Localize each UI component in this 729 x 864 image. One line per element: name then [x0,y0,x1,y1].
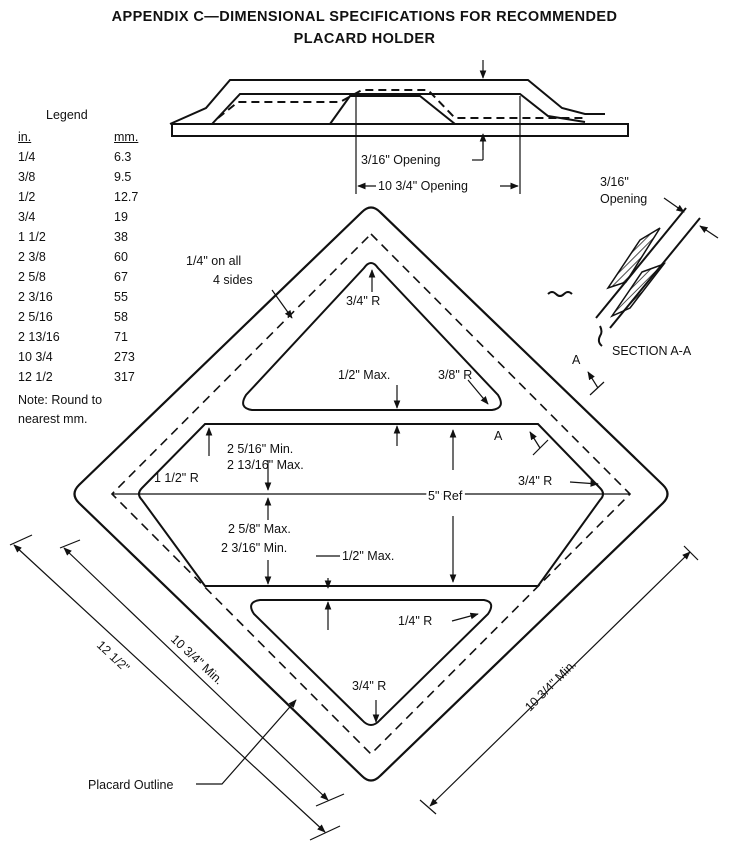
legend-mm-value: 71 [114,330,128,344]
section-opening-line-1: 3/16" [600,175,629,189]
legend-title: Legend [46,108,88,122]
section-dimension-lines [663,197,719,239]
dimension-12-5-label: 12 1/2" [94,638,132,675]
dimension-10-75-min-left-label: 10 3/4" Min. [168,632,226,687]
title-line-2: PLACARD HOLDER [293,31,436,47]
legend-header-in: in. [18,130,32,144]
base-plate [171,123,629,137]
legend-in-value: 2 3/16 [18,290,53,304]
legend-in-value: 1/2 [18,190,36,204]
legend-in-value: 2 5/16 [18,310,53,324]
radius-1-5-label: 1 1/2" R [154,471,199,485]
top-opening-label: 3/16" Opening [361,153,441,167]
outer-frame-profile [169,79,605,125]
legend-in-value: 2 13/16 [18,330,60,344]
dimension-10-75-min-right-label: 10 3/4" Min. [522,657,579,714]
legend-row: 12 1/2 317 [18,370,158,388]
legend-mm-value: 12.7 [114,190,139,204]
legend-in-value: 1/4 [18,150,36,164]
legend-row: 1/4 6.3 [18,150,158,168]
legend-note: Note: Round to nearest mm. [18,391,158,429]
legend-in-value: 10 3/4 [18,350,53,364]
legend-mm-value: 38 [114,230,128,244]
legend-row: 1/2 12.7 [18,190,158,208]
lower-max-label: 2 5/8" Max. [228,522,291,536]
ref-5-label: 5" Ref [428,489,463,503]
title-line-1: APPENDIX C—DIMENSIONAL SPECIFICATIONS FO… [111,9,618,25]
top-dimension-lines [355,60,521,194]
section-cut-marker [529,371,605,456]
legend-mm-value: 273 [114,350,135,364]
section-a-a-title: SECTION A-A [612,344,692,358]
placard-outline-dashed [110,232,632,756]
legend-row: 2 5/16 58 [18,310,158,328]
legend-row: 1 1/2 38 [18,230,158,248]
radius-top-label: 3/4" R [346,294,380,308]
top-width-opening-label: 10 3/4" Opening [378,179,468,193]
legend-mm-value: 317 [114,370,135,384]
legend-mm-value: 55 [114,290,128,304]
top-section-view [169,79,629,137]
legend-in-value: 12 1/2 [18,370,53,384]
legend-mm-value: 67 [114,270,128,284]
legend-note-line-2: nearest mm. [18,412,88,426]
external-dimension-lines [9,534,699,841]
lower-min-label: 2 3/16" Min. [221,541,287,555]
radius-1-4-label: 1/4" R [398,614,432,628]
section-mark-a-upper: A [572,353,581,367]
raised-rail [329,95,456,125]
radius-bottom-label: 3/4" R [352,679,386,693]
legend-mm-value: 19 [114,210,128,224]
legend-row: 2 13/16 71 [18,330,158,348]
legend-in-value: 1 1/2 [18,230,46,244]
half-max-top-label: 1/2" Max. [338,368,390,382]
upper-triangle-window [242,262,502,411]
legend-row: 2 3/16 55 [18,290,158,308]
all-sides-label-line-2: 4 sides [213,273,253,287]
legend-row: 3/8 9.5 [18,170,158,188]
legend-in-value: 3/4 [18,210,36,224]
legend-in-value: 2 3/8 [18,250,46,264]
section-mark-a-lower: A [494,429,503,443]
half-max-lower-label: 1/2" Max. [342,549,394,563]
band-min-label: 2 5/16" Min. [227,442,293,456]
legend-row: 3/4 19 [18,210,158,228]
legend-mm-value: 60 [114,250,128,264]
legend-mm-value: 9.5 [114,170,132,184]
section-opening-line-2: Opening [600,192,647,206]
legend-header-mm: mm. [114,130,139,144]
radius-3-8-label: 3/8" R [438,368,472,382]
legend-row: 2 5/8 67 [18,270,158,288]
legend-in-value: 3/8 [18,170,36,184]
legend-mm-value: 6.3 [114,150,132,164]
legend-mm-value: 58 [114,310,128,324]
band-max-label: 2 13/16" Max. [227,458,304,472]
legend-in-value: 2 5/8 [18,270,46,284]
placard-outline-label: Placard Outline [88,778,174,792]
inner-frame-profile [211,93,586,125]
all-sides-label-line-1: 1/4" on all [186,254,241,268]
lower-triangle-window [250,599,493,726]
outer-diamond [73,206,669,782]
radius-right-label: 3/4" R [518,474,552,488]
legend-row: 10 3/4 273 [18,350,158,368]
legend-row: 2 3/8 60 [18,250,158,268]
section-a-a-view [547,207,701,347]
legend-note-line-1: Note: Round to [18,393,103,407]
